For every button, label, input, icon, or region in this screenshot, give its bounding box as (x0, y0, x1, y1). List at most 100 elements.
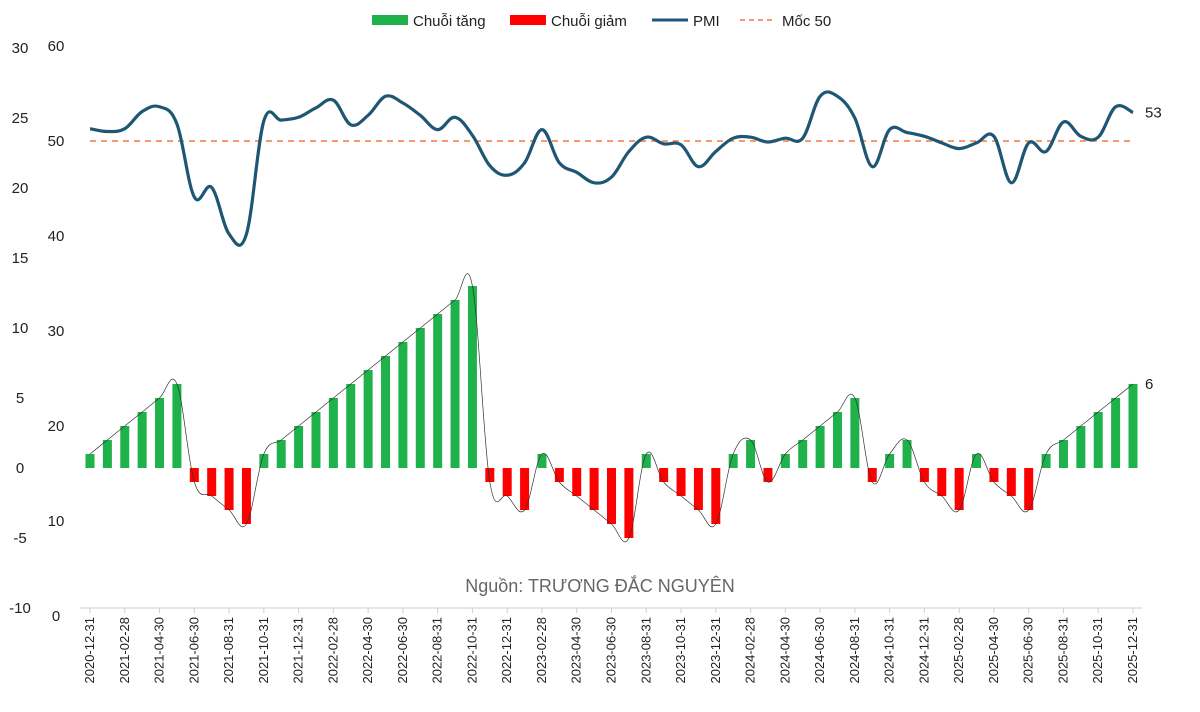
streak-bar-down (989, 468, 999, 482)
x-tick-label: 2021-12-31 (291, 617, 306, 684)
bar-axis-tick-label: -10 (9, 600, 31, 617)
streak-bar-down (937, 468, 947, 496)
streak-bar-up (155, 398, 165, 468)
streak-bar-up (850, 398, 860, 468)
legend-label-down: Chuỗi giảm (551, 13, 627, 30)
streak-bar-up (832, 412, 842, 468)
streak-bar-down (607, 468, 616, 524)
legend-swatch-up (372, 15, 408, 25)
streak-bar-up (885, 454, 895, 468)
legend-label-up: Chuỗi tăng (413, 13, 486, 30)
streak-bar-up (746, 440, 756, 468)
streak-bar-up (1041, 454, 1051, 468)
streak-bar-down (554, 468, 564, 482)
streak-bar-down (241, 468, 251, 524)
streak-bar-down (954, 468, 964, 510)
pmi-axis: 60 50 40 30 20 10 0 (48, 38, 65, 625)
streak-bar-up (172, 384, 182, 468)
legend-swatch-down (510, 15, 546, 25)
streak-bar-down (502, 468, 512, 496)
x-tick-label: 2022-06-30 (395, 617, 410, 684)
streak-bar-down (520, 468, 530, 510)
streak-bar-down (867, 468, 877, 482)
streak-bar-down (589, 468, 599, 510)
x-tick-label: 2022-12-31 (499, 617, 514, 684)
pmi-axis-tick-label: 30 (48, 323, 65, 340)
streak-bar-down (711, 468, 721, 524)
x-tick-label: 2025-12-31 (1125, 617, 1140, 684)
pmi-axis-tick-label: 50 (48, 133, 65, 150)
pmi-last-value-label: 53 (1145, 105, 1162, 122)
bar-axis-tick-label: 30 (12, 40, 29, 57)
streak-bar-up (363, 370, 373, 468)
streak-bar-down (1024, 468, 1034, 510)
x-tick-label: 2025-04-30 (986, 617, 1001, 684)
pmi-axis-tick-label: 10 (48, 513, 65, 530)
streak-bar-down (207, 468, 217, 496)
streak-bar-down (572, 468, 582, 496)
bar-axis-tick-label: -5 (13, 530, 26, 547)
source-note: Nguồn: TRƯƠNG ĐẮC NGUYÊN (465, 575, 735, 596)
x-tick-label: 2023-04-30 (569, 617, 584, 684)
x-tick-label: 2023-06-30 (604, 617, 619, 684)
streak-bar-up (815, 426, 825, 468)
streak-bar-down (189, 468, 199, 482)
pmi-axis-tick-label: 60 (48, 38, 65, 55)
bar-axis-tick-label: 15 (12, 250, 29, 267)
streak-bar-up (415, 328, 425, 468)
x-tick-label: 2022-02-28 (325, 617, 340, 684)
x-tick-label: 2025-08-31 (1055, 617, 1070, 684)
streak-bar-up (641, 454, 651, 468)
pmi-line (89, 90, 1134, 247)
x-tick-label: 2024-12-31 (916, 617, 931, 684)
streak-bar-up (467, 286, 477, 468)
x-tick-label: 2021-08-31 (221, 617, 236, 684)
legend: Chuỗi tăng Chuỗi giảm PMI Mốc 50 (372, 13, 831, 30)
streak-bar-up (972, 454, 982, 468)
streak-bar-up (780, 454, 790, 468)
bar-axis-tick-label: 5 (16, 390, 24, 407)
streak-bar-down (1006, 468, 1016, 496)
x-tick-label: 2025-10-31 (1090, 617, 1105, 684)
streak-bar-down (693, 468, 703, 510)
x-tick-label: 2022-08-31 (430, 617, 445, 684)
x-tick-label: 2025-06-30 (1021, 617, 1036, 684)
streak-outline-line (89, 273, 1134, 543)
streak-bar-up (902, 440, 912, 468)
streak-bar-up (311, 412, 321, 468)
streak-bar-up (433, 314, 443, 468)
bar-axis-tick-label: 20 (12, 180, 29, 197)
streak-bar-up (328, 398, 338, 468)
streak-bars (85, 286, 1138, 538)
streak-bar-down (624, 468, 634, 538)
x-tick-label: 2023-08-31 (638, 617, 653, 684)
streak-bar-up (1093, 412, 1103, 468)
x-tick-label: 2023-10-31 (673, 617, 688, 684)
x-tick-label: 2022-10-31 (464, 617, 479, 684)
x-tick-label: 2024-06-30 (812, 617, 827, 684)
x-tick-label: 2021-06-30 (186, 617, 201, 684)
x-axis-ticks: 2020-12-31 2021-02-28 2021-04-30 2021-06-30… (82, 608, 1140, 684)
x-tick-label: 2023-02-28 (534, 617, 549, 684)
streak-bar-up (1128, 384, 1138, 468)
x-tick-label: 2021-10-31 (256, 617, 271, 684)
streak-bar-up (85, 454, 95, 468)
streak-bar-down (485, 468, 495, 482)
streak-bar-up (102, 440, 112, 468)
bar-axis-tick-label: 25 (12, 110, 29, 127)
streak-bar-up (137, 412, 147, 468)
x-tick-label: 2023-12-31 (708, 617, 723, 684)
streak-bar-up (537, 454, 547, 468)
streak-bar-up (381, 356, 391, 468)
x-tick-label: 2022-04-30 (360, 617, 375, 684)
bar-axis-tick-label: 0 (16, 460, 24, 477)
x-tick-label: 2024-02-28 (743, 617, 758, 684)
streak-bar-up (798, 440, 808, 468)
pmi-axis-tick-label: 40 (48, 228, 65, 245)
x-tick-label: 2024-04-30 (777, 617, 792, 684)
streak-bar-up (120, 426, 130, 468)
pmi-axis-tick-label: 20 (48, 418, 65, 435)
bar-axis: 30 25 20 15 10 5 0 -5 -10 (9, 40, 31, 617)
pmi-axis-tick-label: 0 (52, 608, 60, 625)
